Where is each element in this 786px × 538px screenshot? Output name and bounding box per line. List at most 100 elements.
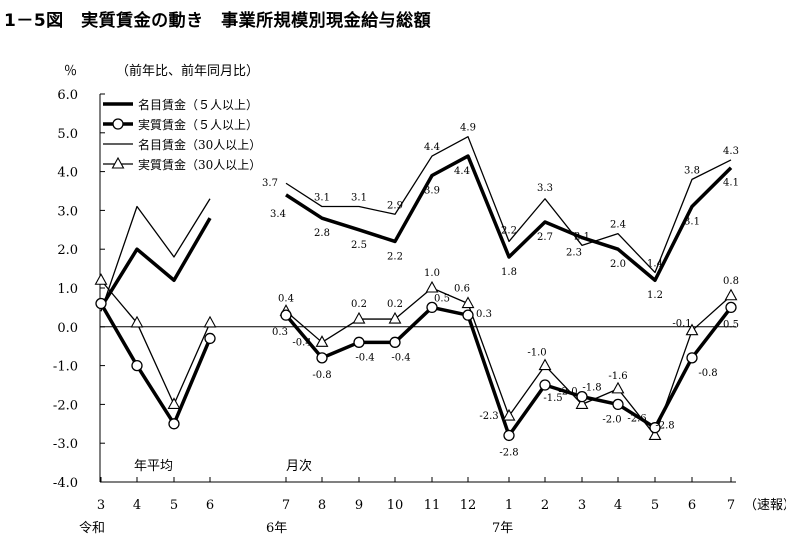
circle-marker [686,352,698,364]
circle-marker [353,336,365,348]
y-tick-label: -1.0 [53,360,78,375]
data-label: 2.7 [537,232,553,243]
triangle-marker [502,408,516,421]
series-line [285,154,733,282]
section-label: 年平均 [134,459,173,474]
data-label: 2.2 [387,251,403,262]
triangle-marker [388,311,402,324]
circle-marker [426,301,438,314]
series-line [99,302,212,426]
data-label: 3.1 [351,193,367,204]
data-label: 4.9 [460,123,476,134]
x-tick-label: 9 [355,498,363,513]
data-label: 0.5 [723,319,739,330]
data-label: -0.4 [391,352,410,363]
data-label: 2.0 [610,259,626,270]
data-label: 3.7 [262,178,278,189]
x-tick-label: 6 [206,498,214,513]
x-suffix-label: （速報） [744,498,786,513]
x-tick-label: 1 [505,498,513,513]
triangle-marker [538,358,552,371]
triangle-marker [461,296,475,309]
series-line [100,198,211,312]
x-tick-label: 5 [170,498,178,513]
data-label: 4.3 [723,146,739,157]
y-note-label: （前年比、前年同月比） [116,63,259,79]
y-unit-label: ％ [64,64,77,79]
data-label: 3.1 [684,217,700,228]
legend-label: 名目賃金（30人以上） [138,137,261,152]
x-tick-label: 3 [97,498,105,513]
data-label: 2.4 [610,220,626,231]
data-label: 0.2 [351,299,367,310]
legend-circle-marker [112,118,124,130]
data-label: 2.9 [387,200,403,211]
data-label: -1.0 [527,348,546,359]
data-label: 1.8 [501,267,517,278]
circle-marker [462,309,474,321]
circle-marker [725,301,737,314]
triangle-marker [724,288,738,301]
circle-marker [204,332,216,345]
data-label: -2.8 [499,447,518,458]
circle-marker [576,390,588,403]
era-label: 7年 [492,521,513,536]
chart-title: 1－5図 実質賃金の動き 事業所規模別現金給与総額 [4,11,432,31]
triangle-marker [575,397,589,409]
triangle-marker [315,335,329,347]
y-tick-label: -3.0 [53,437,78,452]
data-label: 4.4 [454,166,470,177]
series-line [99,217,212,309]
series-line [285,136,732,274]
data-label: -1.6 [608,371,627,382]
data-label: 3.8 [684,165,700,176]
section-label: 月次 [286,458,312,474]
x-tick-label: 11 [424,498,441,513]
data-label: -0.8 [312,370,331,381]
data-label: -0.1 [672,319,691,330]
x-tick-label: 3 [578,498,586,513]
legend-label: 実質賃金（30人以上） [138,157,261,172]
circle-marker [539,379,551,391]
era-label: 令和 [79,521,105,536]
circle-marker [95,297,107,310]
x-tick-label: 12 [460,498,477,513]
data-label: 2.3 [566,248,582,259]
x-tick-label: 6 [688,498,696,513]
y-tick-label: 4.0 [57,166,78,181]
era-label: 6年 [266,521,287,536]
data-label: 0.2 [387,299,403,310]
circle-marker [649,422,661,434]
y-tick-label: 6.0 [57,88,78,103]
data-label: 2.1 [574,231,590,242]
circle-marker [280,309,292,321]
data-label: -2.6 [627,414,646,425]
data-label: 0.3 [476,309,492,320]
data-label: -1.5 [543,393,562,404]
data-label: 1.0 [424,268,440,279]
data-label: 1.2 [647,290,663,301]
data-label: 4.4 [424,142,440,153]
y-tick-label: 1.0 [57,282,78,297]
y-tick-label: 0.0 [57,321,78,336]
x-tick-label: 8 [318,498,326,513]
circle-marker [503,429,515,442]
data-label: 0.3 [272,327,288,338]
y-tick-label: 5.0 [57,127,78,142]
x-tick-label: 7 [727,498,735,513]
circle-marker [168,418,180,430]
data-label: -1.8 [582,383,601,394]
triangle-marker [611,381,625,394]
triangle-marker [648,428,662,440]
data-label: 0.8 [723,276,739,287]
data-label: 2.5 [351,240,367,251]
data-label: 3.3 [537,183,553,194]
legend-label: 実質賃金（５人以上） [138,117,258,132]
data-label: -2.8 [655,420,674,431]
y-tick-label: -4.0 [53,476,78,491]
triangle-marker [203,315,217,328]
data-label: 2.2 [501,225,517,236]
legend-label: 名目賃金（５人以上） [138,97,258,112]
triangle-marker [352,311,366,324]
